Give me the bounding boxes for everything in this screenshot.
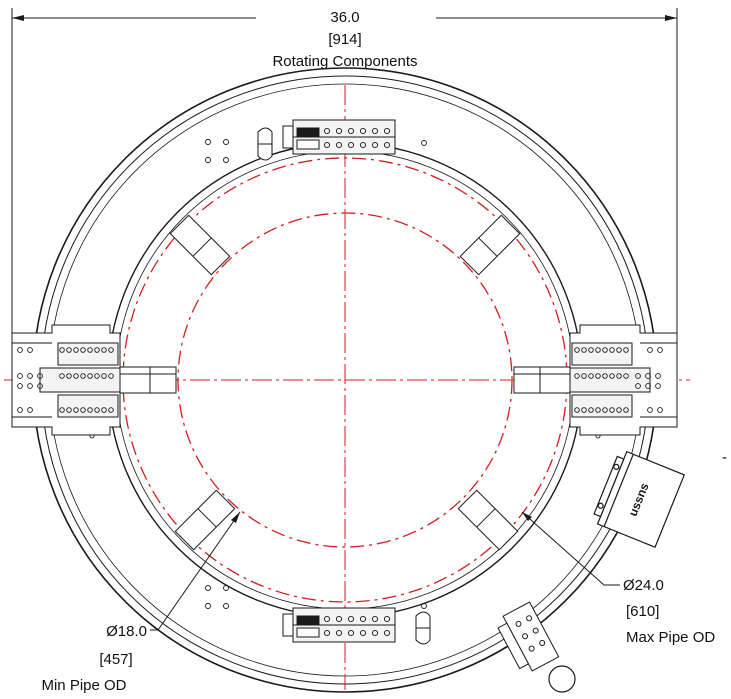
clamp-pad-lower-left	[175, 490, 234, 549]
max-pipe-value: Ø24.0	[623, 577, 664, 594]
bottom-latch	[416, 612, 430, 644]
clamp-pad-right	[514, 367, 572, 393]
side-mark: -	[722, 449, 727, 466]
bracket-knob	[549, 666, 575, 692]
drive-housing: ussns	[591, 449, 684, 547]
overall-dimension-metric: [914]	[328, 31, 361, 48]
bottom-terminal-block	[283, 608, 395, 642]
clamp-pad-upper-right	[460, 215, 519, 274]
right-side-block	[570, 325, 677, 435]
top-latch	[258, 128, 272, 160]
min-pipe-value: Ø18.0	[106, 623, 147, 640]
max-pipe-metric: [610]	[626, 603, 659, 620]
min-pipe-metric: [457]	[99, 651, 132, 668]
min-pipe-label: Min Pipe OD	[41, 677, 126, 694]
clamp-pad-left	[118, 367, 176, 393]
left-side-block	[12, 325, 120, 435]
lower-bracket	[494, 602, 558, 676]
clamp-pad-upper-left	[170, 215, 229, 274]
clamp-pad-lower-right	[458, 490, 517, 549]
max-pipe-label: Max Pipe OD	[626, 629, 715, 646]
overall-dimension-value: 36.0	[330, 9, 359, 26]
top-terminal-block	[283, 120, 395, 154]
